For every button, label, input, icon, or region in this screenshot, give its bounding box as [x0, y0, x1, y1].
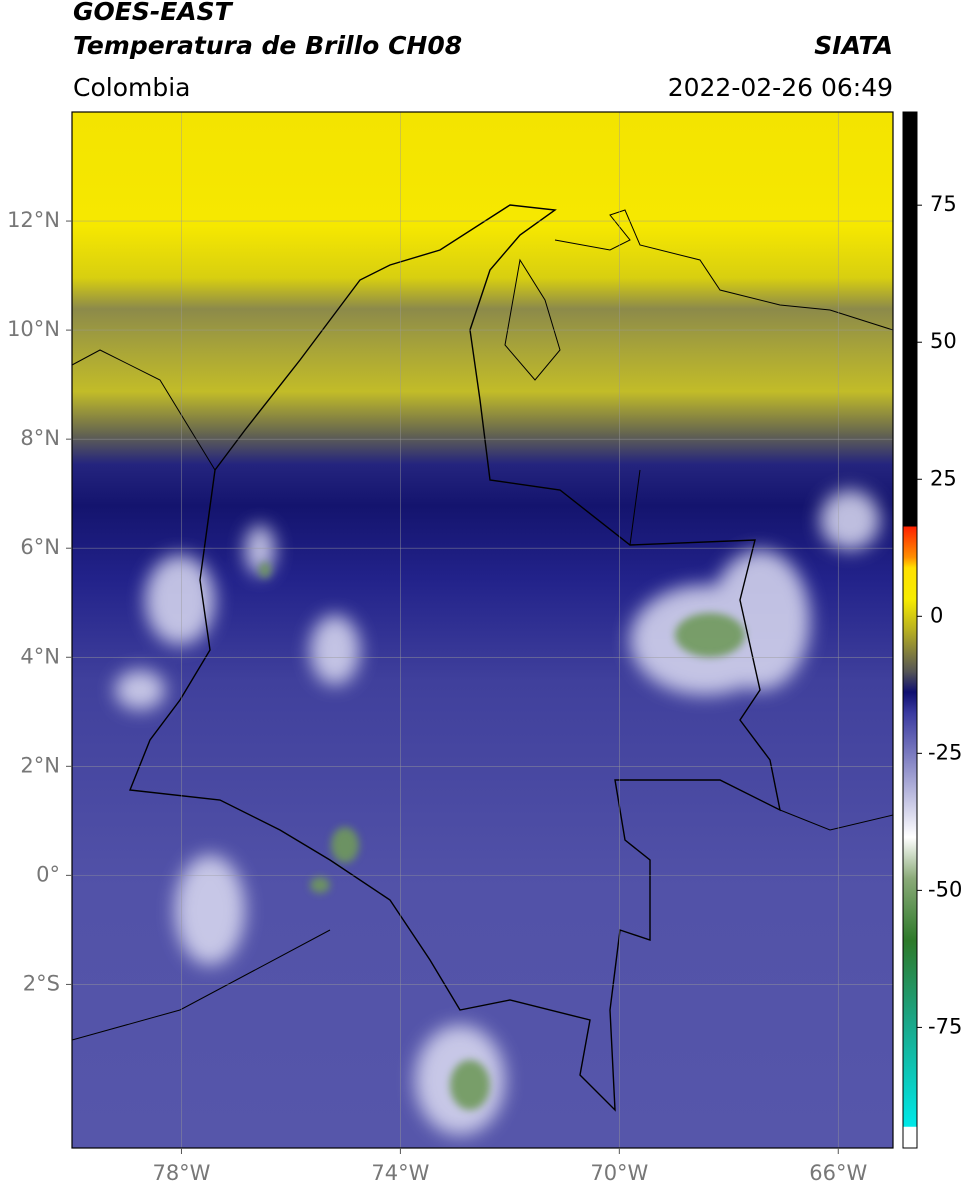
colorbar-tick-label: 50	[930, 329, 957, 353]
colorbar-tick-label: 25	[930, 466, 957, 490]
subtitle: Temperatura de Brillo CH08	[73, 31, 462, 60]
x-tick-label: 74°W	[371, 1161, 429, 1185]
y-tick-label: 10°N	[7, 317, 60, 341]
x-tick-label: 66°W	[809, 1161, 867, 1185]
y-tick-label: 4°N	[20, 644, 60, 668]
colorbar-tick-label: 75	[930, 192, 957, 216]
colorbar-tick-label: 0	[930, 603, 943, 627]
source: SIATA	[814, 31, 893, 60]
region: Colombia	[73, 73, 190, 102]
colorbar-tick-label: -75	[928, 1014, 962, 1038]
title: GOES-EAST	[73, 0, 234, 26]
map-frame	[71, 111, 894, 1149]
satellite-image	[72, 112, 893, 1148]
x-tick-label: 70°W	[590, 1161, 648, 1185]
y-tick-label: 0°	[36, 862, 60, 886]
colorbar	[902, 111, 918, 1149]
y-tick-label: 2°N	[20, 753, 60, 777]
y-tick-label: 12°N	[7, 208, 60, 232]
datetime: 2022-02-26 06:49	[668, 73, 893, 102]
y-tick-label: 6°N	[20, 535, 60, 559]
colorbar-tick-label: -50	[928, 877, 962, 901]
colorbar-tick-label: -25	[928, 740, 962, 764]
x-tick-label: 78°W	[152, 1161, 210, 1185]
y-tick-label: 2°S	[23, 971, 60, 995]
y-tick-label: 8°N	[20, 426, 60, 450]
